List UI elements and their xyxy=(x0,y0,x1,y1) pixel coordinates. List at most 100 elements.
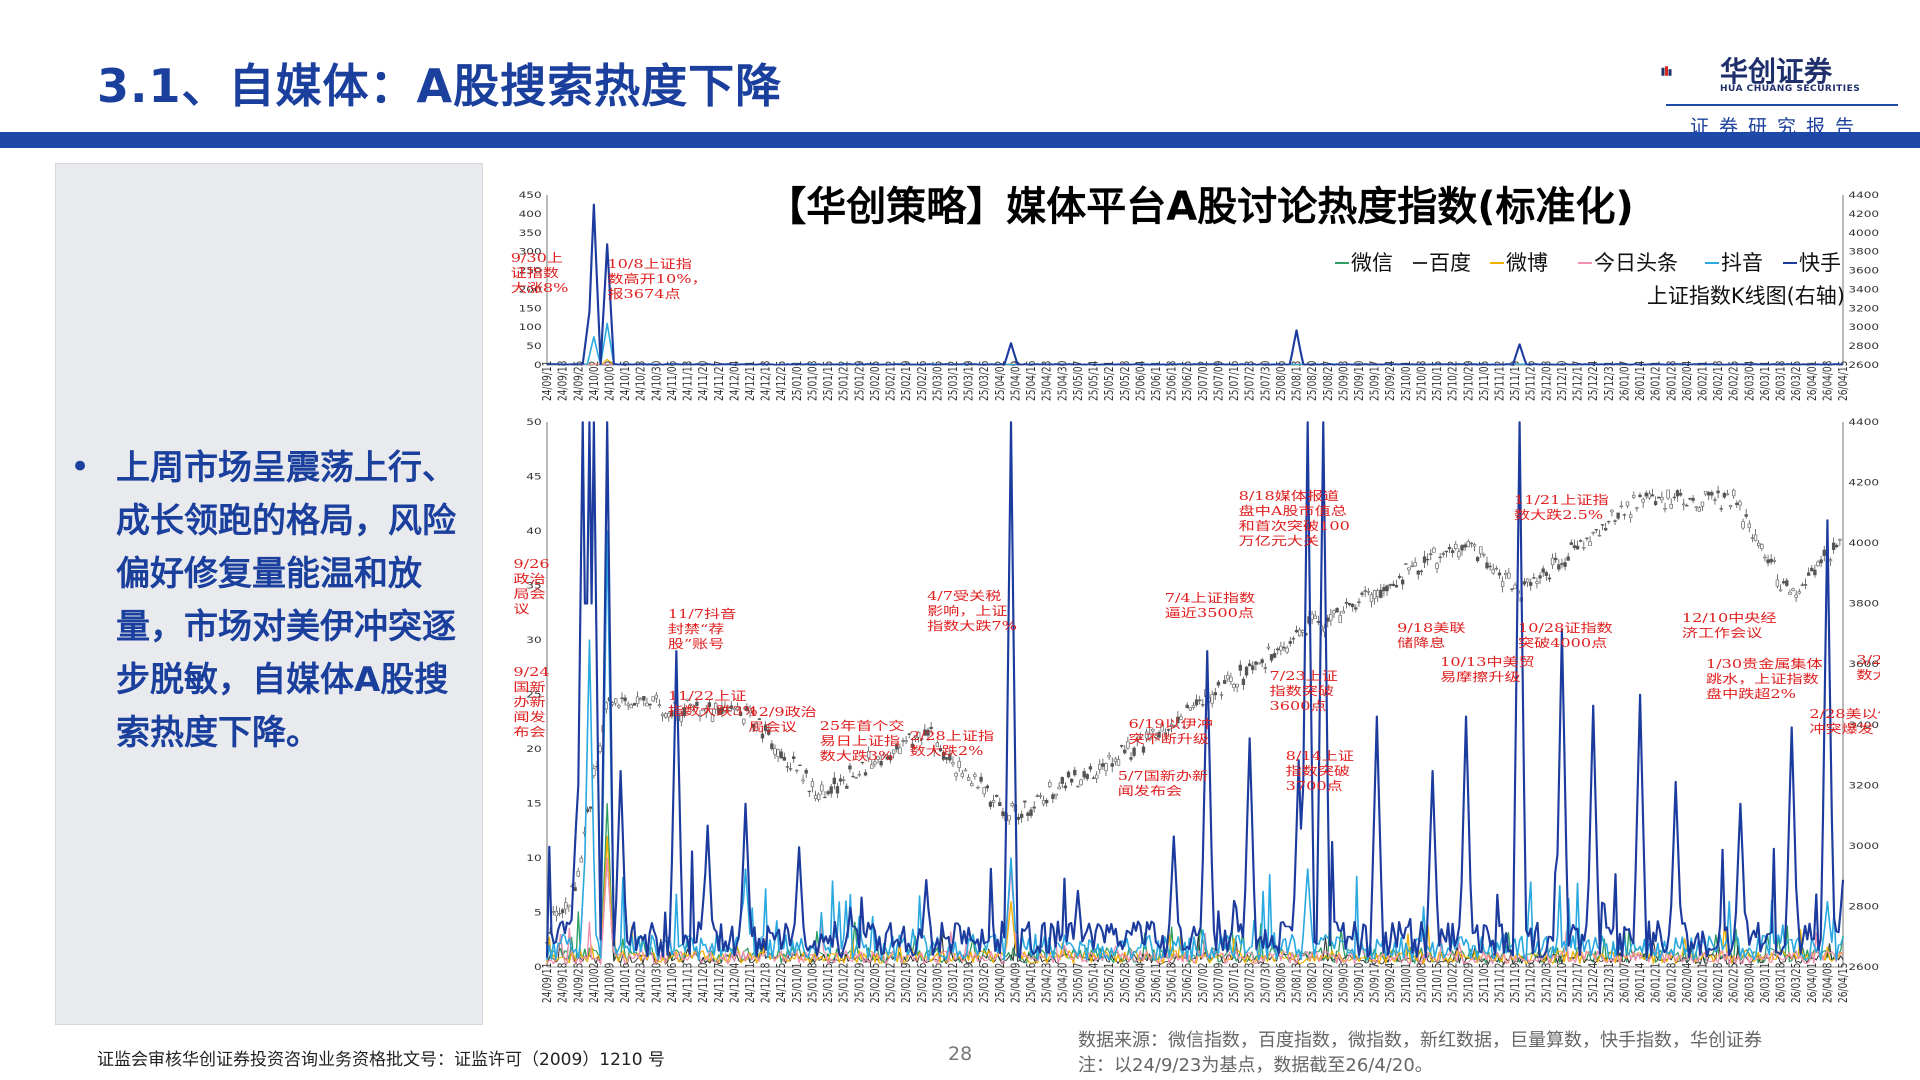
kuaishou-series-line xyxy=(545,421,1845,959)
kline-candle xyxy=(1285,647,1289,653)
x-tick-label: 24/10/16 xyxy=(618,360,633,401)
source-line: 数据来源：微信指数，百度指数，微指数，新红数据，巨量算数，快手指数，华创证券 xyxy=(1078,1030,1762,1051)
x-tick-label: 25/08/06 xyxy=(1274,360,1289,401)
kline-candle xyxy=(1388,584,1392,586)
kline-candle xyxy=(1266,646,1271,649)
kline-candle xyxy=(1400,579,1405,585)
x-tick-label: 25/04/09 xyxy=(1008,962,1023,1003)
kline-candle xyxy=(845,785,849,789)
x-tick-label: 25/07/02 xyxy=(1195,963,1210,1003)
kline-candle xyxy=(1023,800,1027,803)
kline-candle xyxy=(1294,630,1299,633)
annotation-label: 9/30上证指数大涨8% xyxy=(511,252,569,296)
kline-candle xyxy=(1775,579,1780,587)
kline-candle xyxy=(1647,493,1652,499)
annotation-line: 7/23上证 xyxy=(1270,670,1338,684)
kline-candle xyxy=(1020,813,1024,818)
annotation-line: 5/7国新办新 xyxy=(1118,770,1208,784)
kline-candle xyxy=(1438,556,1442,559)
x-tick-label: 25/10/01 xyxy=(1398,361,1413,401)
x-tick-label: 24/10/23 xyxy=(633,963,648,1003)
kline-candle xyxy=(1182,726,1186,728)
kline-candle xyxy=(1344,601,1349,604)
kline-candle xyxy=(557,912,562,915)
kline-candle xyxy=(1703,491,1708,495)
legend-label: 今日头条 xyxy=(1594,251,1678,275)
kline-candle xyxy=(698,715,702,717)
kline-candle xyxy=(901,740,905,742)
x-tick-label: 26/03/11 xyxy=(1758,963,1773,1003)
x-tick-label: 24/09/18 xyxy=(555,360,570,401)
x-tick-label: 24/12/18 xyxy=(758,360,773,401)
kline-candle xyxy=(1029,809,1033,816)
kline-candle xyxy=(1541,568,1545,573)
kline-candle xyxy=(1603,527,1608,531)
kline-candle xyxy=(589,806,593,809)
logo-text: 华创证券 xyxy=(1720,55,1833,88)
kline-candle xyxy=(907,733,911,735)
y2-tick-label: 2600 xyxy=(1848,962,1879,973)
kline-candle xyxy=(785,766,790,768)
annotation-line: 11/7抖音 xyxy=(668,607,736,621)
kline-candle xyxy=(1354,607,1358,610)
kline-candle xyxy=(1641,499,1645,503)
kline-candle xyxy=(1488,565,1492,568)
kline-candle xyxy=(954,772,958,777)
kline-candle xyxy=(792,756,796,760)
kline-candle xyxy=(1151,729,1155,732)
kline-candle xyxy=(1831,542,1836,550)
top-panel: 0 50 100 150 200 250 300 350 400 450 2600 2800 3000 3… xyxy=(511,190,1880,401)
kline-candle xyxy=(1063,785,1068,789)
kline-candle xyxy=(1301,630,1305,633)
kline-candle xyxy=(754,722,758,731)
annotation-label: 12/10中央经济工作会议 xyxy=(1682,612,1777,641)
kline-candle xyxy=(1226,674,1230,680)
kline-candle xyxy=(1376,590,1380,597)
x-tick-label: 25/10/08 xyxy=(1414,962,1429,1003)
kline-candle xyxy=(1797,591,1801,594)
kline-candle xyxy=(1806,572,1811,576)
annotation-line: 3700点 xyxy=(1286,780,1343,794)
y-tick-label: 45 xyxy=(526,471,541,482)
kline-candle xyxy=(1753,534,1758,541)
x-tick-label: 25/11/26 xyxy=(1523,360,1538,401)
y-tick-label: 35 xyxy=(526,580,541,591)
kline-candle xyxy=(926,729,930,736)
x-tick-label: 25/08/06 xyxy=(1274,962,1289,1003)
kline-candle xyxy=(1557,564,1561,570)
kline-candle xyxy=(1316,621,1321,623)
kline-candle xyxy=(1607,520,1611,523)
kline-candle xyxy=(1788,591,1792,595)
kline-candle xyxy=(1822,549,1826,556)
kline-candle xyxy=(1785,580,1789,586)
kline-candle xyxy=(1444,550,1449,553)
kline-candle xyxy=(1416,570,1420,575)
x-tick-label: 24/10/23 xyxy=(633,361,648,401)
x-tick-label: 25/01/15 xyxy=(821,963,836,1003)
kline-candle xyxy=(670,710,674,717)
kline-candle xyxy=(1135,740,1139,742)
divider xyxy=(1666,104,1898,106)
kline-candle xyxy=(1638,494,1642,498)
kline-candle xyxy=(1616,512,1620,519)
x-tick-label: 24/12/11 xyxy=(743,963,758,1003)
kline-candle xyxy=(1513,584,1517,589)
kline-candle xyxy=(979,776,983,782)
annotation-line: 突不断升级 xyxy=(1129,733,1209,747)
x-tick-label: 26/03/25 xyxy=(1789,963,1804,1003)
kline-candle xyxy=(1828,559,1833,562)
annotation-line: 2/28美以伊 xyxy=(1809,708,1880,722)
kline-candle xyxy=(1185,704,1189,708)
kline-candle xyxy=(1578,540,1583,542)
kline-candle xyxy=(1682,503,1686,506)
y-tick-label: 5 xyxy=(534,907,542,918)
y2-tick-label: 3200 xyxy=(1848,780,1879,791)
kline-candle xyxy=(1360,592,1364,595)
x-tick-label: 24/11/20 xyxy=(696,962,711,1003)
x-tick-label: 25/06/11 xyxy=(1149,361,1164,401)
annotation-label: 8/18媒体报道盘中A股市值总和首次突破100 万亿元大关 xyxy=(1239,490,1350,549)
kline-candle xyxy=(1341,610,1346,614)
kline-candle xyxy=(1379,589,1383,598)
annotation-label: 4/7受关税影响，上证指数大跌7% xyxy=(927,590,1017,634)
annotation-label: 9/26 政治局会议 xyxy=(513,558,549,617)
